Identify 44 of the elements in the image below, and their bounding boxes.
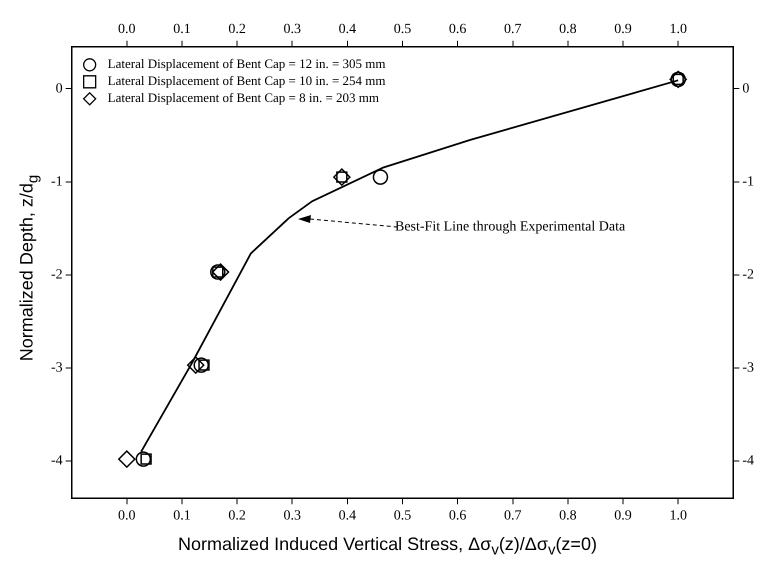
x-axis-title: Normalized Induced Vertical Stress, Δσ$_{v}$(z)/Δσ$_{v}$(z=0) <box>177 534 598 559</box>
x2-tick-label: 0.6 <box>448 508 466 524</box>
point <box>118 450 136 468</box>
x-tick-label: 0.7 <box>504 22 522 38</box>
x2-tick-label: 0.1 <box>173 508 191 524</box>
x2-tick-label: 0.0 <box>118 508 136 524</box>
x2-tick-label: 0.5 <box>394 508 412 524</box>
annotation: Best-Fit Line through Experimental Data <box>395 220 626 235</box>
point <box>212 263 230 281</box>
point <box>186 356 204 374</box>
y-tick-label: -4 <box>50 454 63 469</box>
x-tick-label: 0.8 <box>559 22 577 38</box>
y2-tick-label: -2 <box>742 268 754 282</box>
x2-tick-label: 0.7 <box>504 508 522 524</box>
x-tick-label: 0.3 <box>283 22 301 38</box>
y-tick-label: -3 <box>50 360 63 376</box>
x2-tick-label: 1.0 <box>669 508 687 524</box>
y2-tick-label: -4 <box>742 454 754 469</box>
x-tick-label: 1.0 <box>669 22 687 38</box>
y2-tick-label: -1 <box>742 174 754 190</box>
y-tick-label: -2 <box>50 268 63 282</box>
y-tick-label: -1 <box>50 174 63 190</box>
legend-label: Lateral Displacement of Bent Cap = 12 in. = 305 mm <box>108 56 386 72</box>
x-tick-label: 0.9 <box>614 22 632 38</box>
x-tick-label: 0.6 <box>448 22 466 38</box>
x-tick-label: 0.0 <box>118 22 136 38</box>
x2-tick-label: 0.8 <box>559 508 577 524</box>
x2-tick-label: 0.3 <box>283 508 301 524</box>
y2-tick-label: -3 <box>742 360 754 376</box>
point <box>333 168 351 186</box>
y2-tick-label: 0 <box>742 81 750 96</box>
y-tick-label: 0 <box>56 81 63 96</box>
point <box>193 357 209 373</box>
x-tick-label: 0.2 <box>228 22 246 38</box>
x-tick-label: 0.5 <box>394 22 412 38</box>
legend-label: Lateral Displacement of Bent Cap = 10 in. = 254 mm <box>108 73 386 88</box>
point <box>372 169 388 185</box>
x-tick-label: 0.1 <box>173 22 191 38</box>
x2-tick-label: 0.2 <box>228 508 246 524</box>
legend-label: Lateral Displacement of Bent Cap = 8 in. = 203 mm <box>108 90 380 106</box>
x2-tick-label: 0.9 <box>614 508 632 524</box>
x2-tick-label: 0.4 <box>338 508 356 524</box>
x-tick-label: 0.4 <box>338 22 356 38</box>
point <box>136 451 152 467</box>
